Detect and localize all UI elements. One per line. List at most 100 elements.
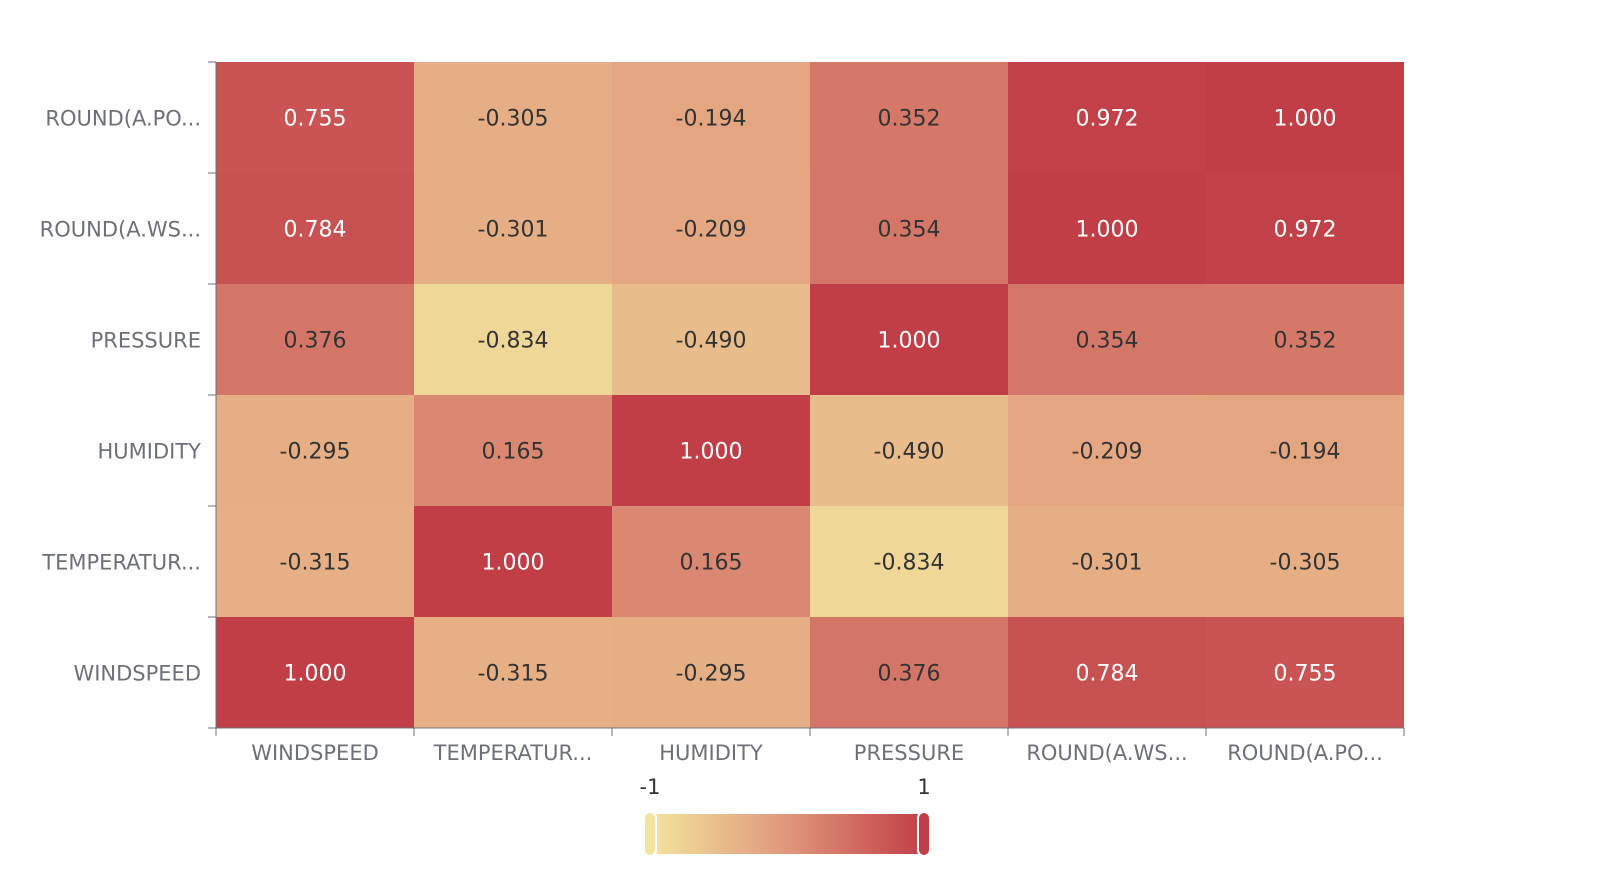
heatmap-cell[interactable]: -0.209 [612, 173, 810, 284]
heatmap-cell-rect[interactable] [612, 506, 810, 617]
heatmap-cell-label: 0.755 [284, 107, 347, 132]
heatmap-cell[interactable]: 0.165 [414, 395, 612, 506]
heatmap-cell-rect[interactable] [612, 284, 810, 395]
heatmap-cell[interactable]: 0.376 [216, 284, 414, 395]
heatmap-cell-rect[interactable] [810, 617, 1008, 728]
heatmap-cell-label: 0.352 [878, 107, 941, 132]
heatmap-cell-rect[interactable] [612, 617, 810, 728]
heatmap-cell[interactable]: -0.301 [1008, 506, 1206, 617]
heatmap-cell[interactable]: -0.194 [612, 62, 810, 173]
heatmap-cell[interactable]: -0.301 [414, 173, 612, 284]
heatmap-cell-rect[interactable] [810, 506, 1008, 617]
heatmap-cell[interactable]: 1.000 [1206, 62, 1404, 173]
heatmap-cell-rect[interactable] [414, 617, 612, 728]
heatmap-cell-rect[interactable] [216, 284, 414, 395]
heatmap-cell[interactable]: -0.490 [810, 395, 1008, 506]
heatmap-cell[interactable]: -0.834 [810, 506, 1008, 617]
heatmap-cell-label: 1.000 [878, 329, 941, 354]
heatmap-axes: WINDSPEED TEMPERATUR... HUMIDITY PRESSURE RO… [40, 61, 1405, 765]
heatmap-cell[interactable]: 0.784 [216, 173, 414, 284]
heatmap-cell-rect[interactable] [216, 506, 414, 617]
heatmap-cell[interactable]: 0.352 [810, 62, 1008, 173]
heatmap-cell[interactable]: 1.000 [810, 284, 1008, 395]
heatmap-cell[interactable]: 0.972 [1206, 173, 1404, 284]
heatmap-cell[interactable]: 1.000 [216, 617, 414, 728]
heatmap-cell-rect[interactable] [1206, 284, 1404, 395]
heatmap-cell-label: -0.834 [874, 551, 945, 576]
legend-max-label: 1 [917, 775, 930, 799]
heatmap-cell-rect[interactable] [216, 617, 414, 728]
heatmap-cell-rect[interactable] [612, 173, 810, 284]
heatmap-cell[interactable]: -0.315 [216, 506, 414, 617]
heatmap-cell-rect[interactable] [1008, 284, 1206, 395]
heatmap-cell-rect[interactable] [414, 506, 612, 617]
heatmap-cell-rect[interactable] [1206, 173, 1404, 284]
heatmap-cell-label: -0.490 [676, 329, 747, 354]
y-axis-label: PRESSURE [91, 329, 201, 353]
heatmap-cell-rect[interactable] [414, 395, 612, 506]
heatmap-cell-rect[interactable] [1008, 506, 1206, 617]
heatmap-cell[interactable]: 0.354 [1008, 284, 1206, 395]
heatmap-cell-rect[interactable] [1008, 617, 1206, 728]
heatmap-cell[interactable]: -0.305 [1206, 506, 1404, 617]
heatmap-cell[interactable]: 0.352 [1206, 284, 1404, 395]
heatmap-cells: 1.000 -0.315 -0.295 0.376 0.784 0.755 -0.315 1.… [216, 62, 1404, 728]
x-axis-label: WINDSPEED [251, 741, 379, 765]
heatmap-cell-rect[interactable] [612, 395, 810, 506]
heatmap-cell-label: -0.209 [1072, 440, 1143, 465]
heatmap-cell-label: -0.315 [280, 551, 351, 576]
heatmap-cell-rect[interactable] [216, 62, 414, 173]
heatmap-cell[interactable]: 0.972 [1008, 62, 1206, 173]
y-axis-label: ROUND(A.PO... [45, 107, 201, 131]
heatmap-cell-rect[interactable] [810, 173, 1008, 284]
y-axis-label: ROUND(A.WS... [40, 218, 201, 242]
heatmap-cell-rect[interactable] [1206, 617, 1404, 728]
heatmap-cell-rect[interactable] [414, 284, 612, 395]
heatmap-cell-label: -0.301 [478, 218, 549, 243]
heatmap-cell[interactable]: 1.000 [612, 395, 810, 506]
y-axis-label: HUMIDITY [98, 440, 202, 464]
heatmap-cell-rect[interactable] [1206, 62, 1404, 173]
heatmap-cell[interactable]: 0.755 [1206, 617, 1404, 728]
heatmap-cell[interactable]: 1.000 [1008, 173, 1206, 284]
heatmap-cell-label: -0.305 [478, 107, 549, 132]
y-axis-label: TEMPERATUR... [41, 551, 201, 575]
heatmap-cell[interactable]: -0.209 [1008, 395, 1206, 506]
heatmap-cell[interactable]: 0.376 [810, 617, 1008, 728]
heatmap-cell-rect[interactable] [414, 62, 612, 173]
heatmap-cell-rect[interactable] [216, 173, 414, 284]
heatmap-cell[interactable]: 0.354 [810, 173, 1008, 284]
heatmap-cell-rect[interactable] [1206, 395, 1404, 506]
heatmap-cell-rect[interactable] [810, 395, 1008, 506]
heatmap-cell-rect[interactable] [810, 284, 1008, 395]
heatmap-cell-rect[interactable] [612, 62, 810, 173]
heatmap-cell-label: -0.295 [280, 440, 351, 465]
heatmap-cell-rect[interactable] [1206, 506, 1404, 617]
heatmap-cell[interactable]: 0.755 [216, 62, 414, 173]
heatmap-cell-rect[interactable] [216, 395, 414, 506]
heatmap-cell[interactable]: -0.305 [414, 62, 612, 173]
heatmap-cell[interactable]: -0.295 [612, 617, 810, 728]
heatmap-cell-label: -0.209 [676, 218, 747, 243]
heatmap-cell[interactable]: 1.000 [414, 506, 612, 617]
visual-map-legend[interactable]: -1 1 [640, 775, 931, 857]
heatmap-cell[interactable]: -0.490 [612, 284, 810, 395]
heatmap-cell-label: 1.000 [1274, 107, 1337, 132]
heatmap-cell[interactable]: 0.784 [1008, 617, 1206, 728]
heatmap-cell-label: 0.784 [284, 218, 347, 243]
heatmap-cell-label: 0.784 [1076, 662, 1139, 687]
heatmap-cell[interactable]: -0.315 [414, 617, 612, 728]
heatmap-cell-label: -0.305 [1270, 551, 1341, 576]
heatmap-cell-rect[interactable] [1008, 395, 1206, 506]
heatmap-cell-label: 1.000 [680, 440, 743, 465]
heatmap-cell[interactable]: -0.194 [1206, 395, 1404, 506]
heatmap-cell-rect[interactable] [414, 173, 612, 284]
heatmap-cell-rect[interactable] [810, 62, 1008, 173]
heatmap-cell[interactable]: 0.165 [612, 506, 810, 617]
legend-min-handle[interactable] [643, 811, 657, 857]
legend-max-handle[interactable] [917, 811, 931, 857]
heatmap-cell-rect[interactable] [1008, 62, 1206, 173]
heatmap-cell-rect[interactable] [1008, 173, 1206, 284]
heatmap-cell[interactable]: -0.834 [414, 284, 612, 395]
heatmap-cell[interactable]: -0.295 [216, 395, 414, 506]
